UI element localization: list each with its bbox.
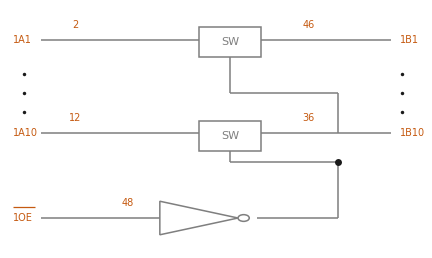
Bar	[199, 121, 261, 151]
Text: 1A10: 1A10	[13, 128, 38, 138]
Bar	[199, 27, 261, 57]
Text: 48: 48	[121, 198, 133, 208]
Text: 1A1: 1A1	[13, 35, 32, 45]
Text: 12: 12	[70, 112, 82, 123]
Text: SW: SW	[221, 131, 239, 141]
Text: 1B10: 1B10	[400, 128, 425, 138]
Text: 1OE: 1OE	[13, 213, 33, 223]
Text: 46: 46	[303, 20, 315, 30]
Text: 36: 36	[303, 112, 315, 123]
Text: SW: SW	[221, 37, 239, 47]
Text: 2: 2	[73, 20, 79, 30]
Text: 1B1: 1B1	[400, 35, 419, 45]
